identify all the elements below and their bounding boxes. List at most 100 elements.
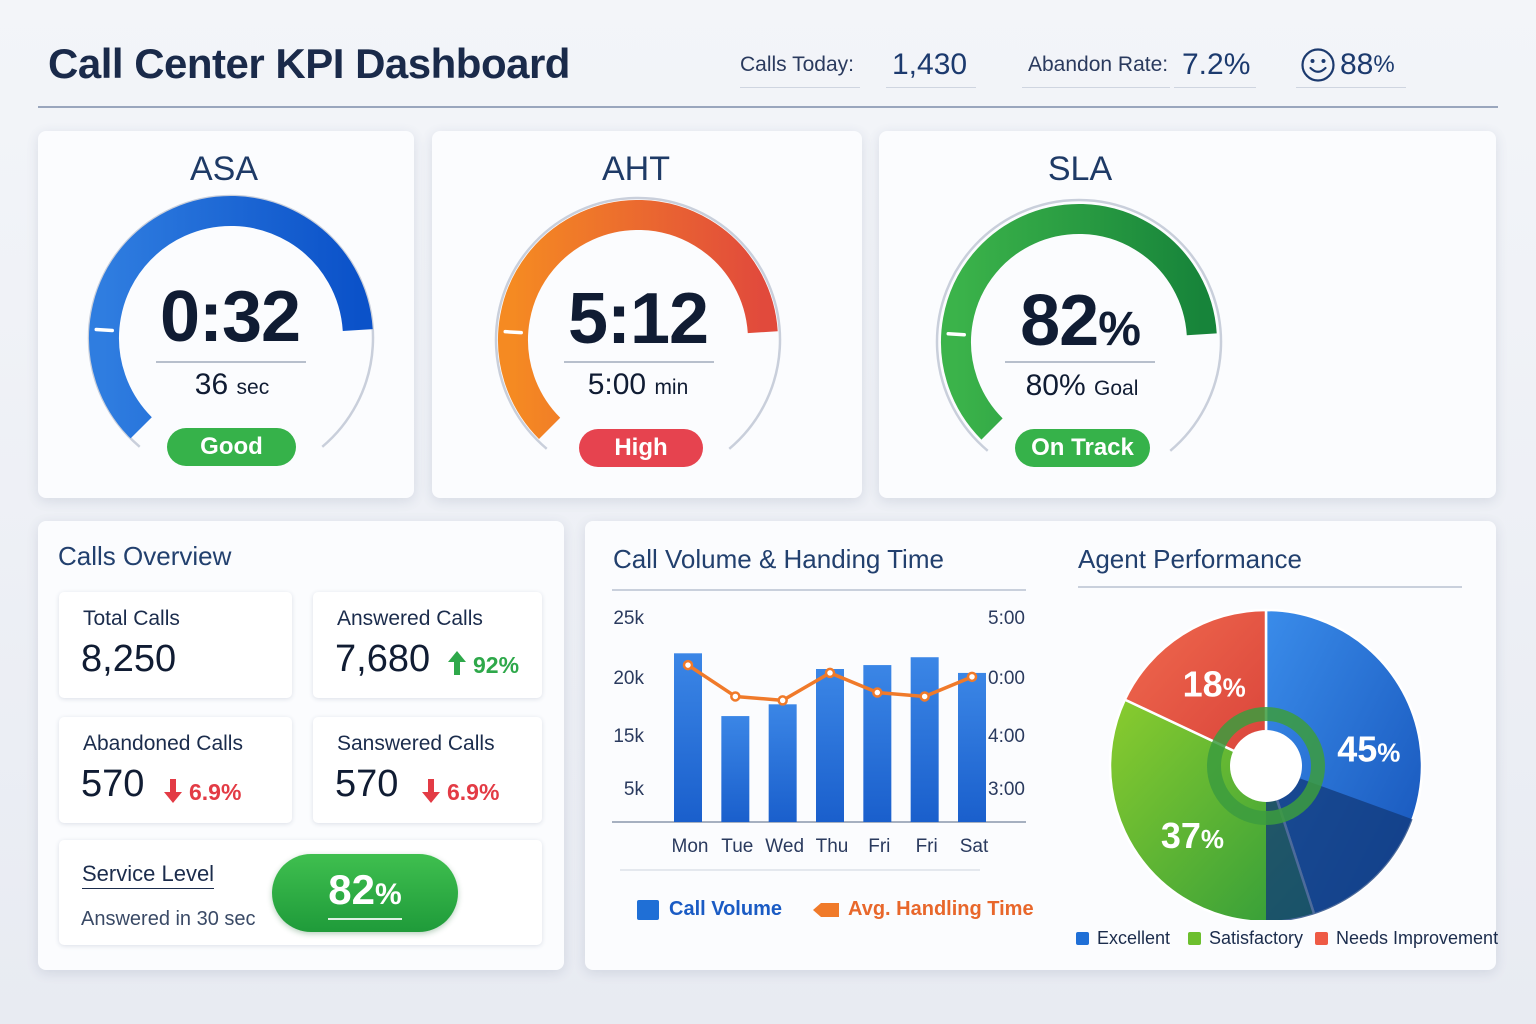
sla-value-number: 82 [1020, 281, 1099, 361]
bar-mon[interactable] [674, 653, 702, 822]
handling-time-legend-swatch [813, 903, 839, 917]
pie-slice-label: 37% [1161, 815, 1224, 856]
pie-inner-ring [1207, 707, 1325, 825]
calls-today-value-box: 1,430 [886, 42, 976, 88]
pie-legend-needs-improvement: Needs Improvement [1315, 928, 1498, 949]
total-calls-value: 8,250 [81, 638, 177, 680]
bar-tue[interactable] [721, 716, 750, 822]
y-right-tick-label: 3:00 [988, 779, 1025, 800]
call-volume-chart-title: Call Volume & Handing Time [613, 544, 944, 574]
arrow-down-icon [164, 779, 182, 803]
asa-sub: 36 sec [112, 368, 352, 402]
abandon-rate-stat: Abandon Rate: [1022, 42, 1170, 88]
y-right-tick-label: 0:00 [988, 668, 1025, 689]
pie-legend-excellent: Excellent [1076, 928, 1170, 949]
page-title: Call Center KPI Dashboard [48, 40, 570, 87]
x-tick-label: Mon [672, 836, 709, 857]
y-left-tick-label: 25k [613, 608, 644, 629]
abandon-rate-value: 7.2% [1182, 47, 1251, 81]
answered-calls-delta: 92% [473, 652, 520, 678]
bar-fri[interactable] [910, 657, 939, 822]
smiley-icon [1301, 47, 1335, 82]
handling-time-point[interactable] [872, 687, 883, 698]
total-calls-tile: Total Calls 8,250 [59, 592, 292, 698]
service-level-sub: Answered in 30 sec [81, 908, 256, 930]
y-right-tick-label: 5:00 [988, 608, 1025, 629]
satisfactory-legend-label: Satisfactory [1209, 928, 1304, 948]
excellent-legend-label: Excellent [1097, 928, 1171, 948]
pie-slice-label: 18% [1183, 663, 1246, 704]
abandoned-calls-delta: 6.9% [189, 779, 242, 805]
sla-status-badge: On Track [1015, 429, 1150, 467]
y-left-tick-label: 15k [613, 726, 644, 747]
y-left-tick-label: 5k [624, 779, 645, 800]
call-volume-legend-swatch [637, 900, 659, 920]
asa-divider [156, 361, 306, 363]
sla-gauge [935, 198, 1223, 452]
handling-time-point[interactable] [824, 667, 836, 679]
sla-gauge-track [935, 198, 1223, 452]
aht-status-badge: High [579, 429, 703, 467]
sla-title: SLA [1047, 150, 1113, 188]
sanswered-calls-tile: Sanswered Calls 570 6.9% [313, 717, 542, 823]
handling-time-legend-label: Avg. Handling Time [848, 898, 1034, 920]
call-volume-legend-label: Call Volume [669, 898, 782, 920]
satisfactory-swatch [1188, 932, 1201, 945]
aht-title: AHT [602, 150, 670, 188]
handling-time-point[interactable] [730, 691, 741, 702]
bar-sat[interactable] [958, 672, 986, 822]
pie-legend-satisfactory: Satisfactory [1188, 928, 1303, 949]
call-volume-legend: Call Volume Avg. Handling Time [637, 895, 1037, 925]
y-left-tick-label: 20k [613, 668, 644, 689]
call-volume-chart: 25k 20k 15k 5k 5:00 0:00 4:00 3:00 Mon Tue Wed Thu F… [612, 608, 1026, 871]
sla-sub: 80% Goal [962, 369, 1202, 403]
call-volume-title-divider [612, 589, 1026, 591]
pie-slice-label: 45% [1337, 728, 1400, 769]
handling-time-point[interactable] [966, 671, 978, 683]
pie-slice-satisfactory[interactable] [1108, 697, 1316, 920]
sla-sub-value: 80% [1025, 369, 1086, 402]
agent-performance-title: Agent Performance [1078, 544, 1303, 574]
aht-value: 5:12 [567, 279, 709, 359]
abandon-rate-value-box: 7.2% [1174, 42, 1256, 88]
calls-overview-title: Calls Overview [58, 541, 232, 571]
header-stats: Calls Today: 1,430 Abandon Rate: 7.2% 88… [740, 42, 1496, 90]
handling-time-point[interactable] [919, 691, 930, 702]
service-level-pill: 82% [272, 854, 458, 932]
aht-sub: 5:00 min [518, 368, 758, 402]
bar-thu[interactable] [816, 669, 844, 822]
handling-time-point[interactable] [682, 659, 694, 671]
asa-title: ASA [189, 150, 259, 188]
csat-stat: 88 % [1296, 42, 1406, 88]
calls-today-label: Calls Today: [740, 52, 855, 76]
x-tick-label: Thu [816, 836, 849, 857]
header-divider [38, 106, 1498, 108]
service-level-label: Service Level [82, 861, 215, 889]
pie-center-hole [1230, 730, 1302, 802]
x-tick-label: Tue [721, 836, 753, 857]
arrow-up-icon [448, 651, 466, 675]
service-level-unit: % [375, 877, 402, 911]
agent-performance-chart: 45% 37% 18% [1108, 608, 1424, 920]
handling-time-point[interactable] [777, 695, 788, 706]
asa-value: 0:32 [159, 277, 301, 357]
aht-divider [564, 361, 714, 363]
arrow-down-icon [422, 779, 440, 803]
sla-gauge-tick [946, 332, 966, 337]
service-level-value-wrap: 82% [328, 866, 402, 920]
calls-today-value: 1,430 [892, 47, 968, 81]
aht-sub-unit: min [654, 376, 689, 399]
bar-wed[interactable] [768, 704, 797, 822]
answered-calls-tile: Answered Calls 7,680 92% [313, 592, 542, 698]
asa-gauge [87, 194, 375, 448]
answered-calls-label: Answered Calls [337, 607, 483, 630]
asa-sub-unit: sec [236, 376, 270, 399]
abandoned-calls-value: 570 [81, 763, 145, 805]
abandoned-calls-tile: Abandoned Calls 570 6.9% [59, 717, 292, 823]
aht-gauge [494, 196, 782, 450]
csat-value: 88 [1340, 47, 1374, 81]
needs-improvement-swatch [1315, 932, 1328, 945]
asa-status-badge: Good [167, 428, 296, 466]
csat-unit: % [1373, 50, 1395, 78]
service-level-tile: Service Level Answered in 30 sec 82% [59, 840, 542, 945]
